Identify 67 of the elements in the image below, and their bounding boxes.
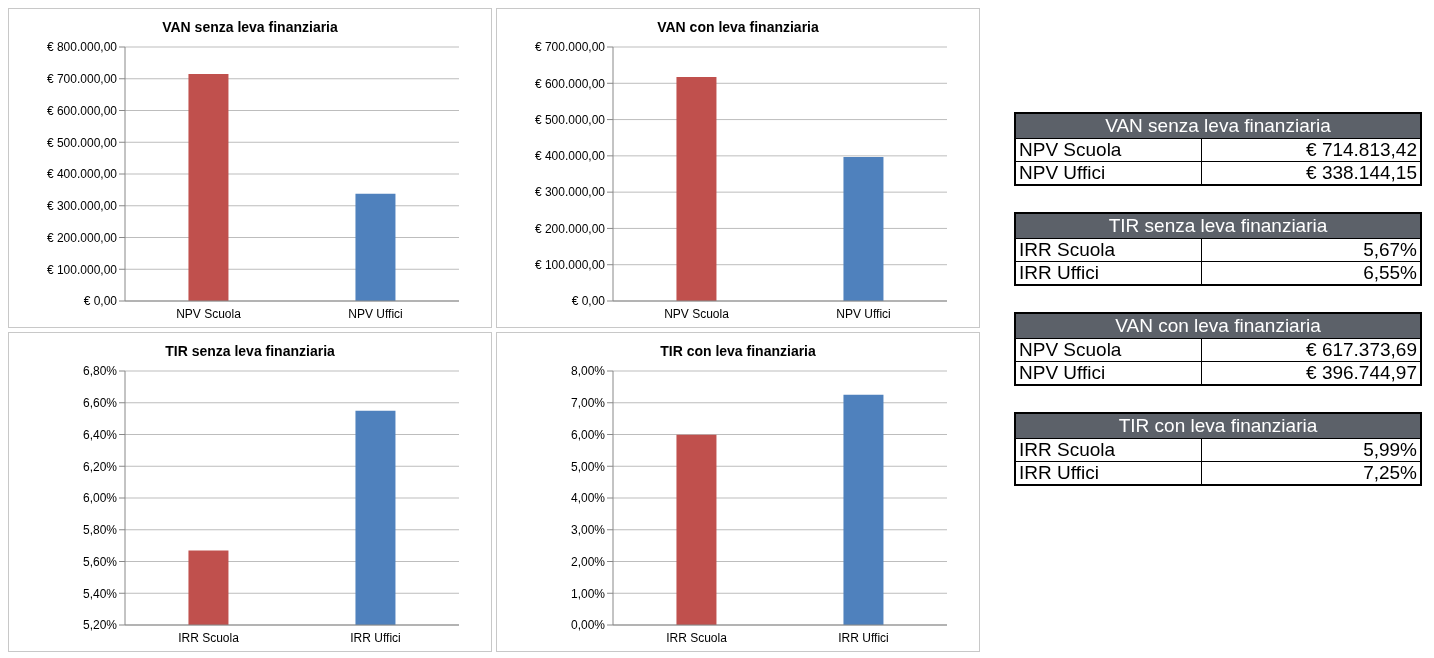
y-tick-label: € 600.000,00 xyxy=(534,76,606,91)
y-tick-label: 3,00% xyxy=(570,523,606,538)
y-tick-label: 4,00% xyxy=(570,491,606,506)
x-tick-label: IRR Uffici xyxy=(350,630,401,645)
y-tick-label: € 400.000,00 xyxy=(46,167,118,182)
y-tick-label: 5,80% xyxy=(82,523,118,538)
y-tick-label: 6,00% xyxy=(570,427,606,442)
category-label: NPV Uffici xyxy=(1015,161,1202,185)
y-tick-label: 5,20% xyxy=(82,618,118,633)
y-tick-label: € 700.000,00 xyxy=(534,40,606,55)
y-tick-label: € 0,00 xyxy=(571,294,606,309)
x-tick-label: IRR Scuola xyxy=(666,630,728,645)
chart-title: VAN con leva finanziaria xyxy=(656,19,820,37)
y-tick-label: € 200.000,00 xyxy=(534,221,606,236)
text: VAN senza leva finanziaria xyxy=(1015,113,1421,139)
y-tick-label: 7,00% xyxy=(570,396,606,411)
y-tick-label: € 100.000,00 xyxy=(46,262,118,277)
text: 5,67% xyxy=(1363,239,1417,260)
category-label: NPV Scuola xyxy=(1015,138,1202,162)
text: 5,99% xyxy=(1363,439,1417,460)
y-tick-label: 2,00% xyxy=(570,554,606,569)
y-tick-label: 5,40% xyxy=(82,586,118,601)
y-tick-label: € 700.000,00 xyxy=(46,72,118,87)
y-tick-label: 6,40% xyxy=(82,427,118,442)
y-tick-label: 1,00% xyxy=(570,586,606,601)
y-tick-label: 5,00% xyxy=(570,459,606,474)
chart-title: TIR senza leva finanziaria xyxy=(164,343,336,361)
category-label: NPV Uffici xyxy=(1015,361,1202,385)
y-tick-label: € 500.000,00 xyxy=(46,135,118,150)
x-tick-label: IRR Uffici xyxy=(838,630,889,645)
text: 6,55% xyxy=(1363,262,1417,283)
y-tick-label: 6,20% xyxy=(82,459,118,474)
y-tick-label: € 500.000,00 xyxy=(534,112,606,127)
y-tick-label: € 800.000,00 xyxy=(46,40,118,55)
text: 7,25% xyxy=(1363,462,1417,483)
text: € 338.144,15 xyxy=(1306,162,1417,183)
y-tick-label: € 300.000,00 xyxy=(46,199,118,214)
text: € 396.744,97 xyxy=(1306,362,1417,383)
category-label: IRR Uffici xyxy=(1015,461,1202,485)
text: € 714.813,42 xyxy=(1306,139,1417,160)
y-tick-label: 5,60% xyxy=(82,554,118,569)
y-tick-label: € 0,00 xyxy=(83,294,118,309)
y-tick-label: € 400.000,00 xyxy=(534,149,606,164)
x-tick-label: NPV Uffici xyxy=(348,306,403,321)
x-tick-label: NPV Uffici xyxy=(836,306,891,321)
y-tick-label: 0,00% xyxy=(570,618,606,633)
text: VAN con leva finanziaria xyxy=(1015,313,1421,339)
category-label: IRR Uffici xyxy=(1015,261,1202,285)
x-tick-label: NPV Scuola xyxy=(176,306,242,321)
y-tick-label: 8,00% xyxy=(570,364,606,379)
y-tick-label: € 600.000,00 xyxy=(46,103,118,118)
x-tick-label: IRR Scuola xyxy=(178,630,240,645)
category-label: IRR Scuola xyxy=(1015,438,1202,462)
text: € 617.373,69 xyxy=(1306,339,1417,360)
text: TIR con leva finanziaria xyxy=(1015,413,1421,439)
y-tick-label: € 100.000,00 xyxy=(534,257,606,272)
category-label: IRR Scuola xyxy=(1015,238,1202,262)
chart-title: TIR con leva finanziaria xyxy=(659,343,817,361)
y-tick-label: € 200.000,00 xyxy=(46,230,118,245)
y-tick-label: € 300.000,00 xyxy=(534,185,606,200)
category-label: NPV Scuola xyxy=(1015,338,1202,362)
chart-title: VAN senza leva finanziaria xyxy=(161,19,339,37)
y-tick-label: 6,80% xyxy=(82,364,118,379)
text: TIR senza leva finanziaria xyxy=(1015,213,1421,239)
y-tick-label: 6,00% xyxy=(82,491,118,506)
x-tick-label: NPV Scuola xyxy=(664,306,730,321)
y-tick-label: 6,60% xyxy=(82,396,118,411)
